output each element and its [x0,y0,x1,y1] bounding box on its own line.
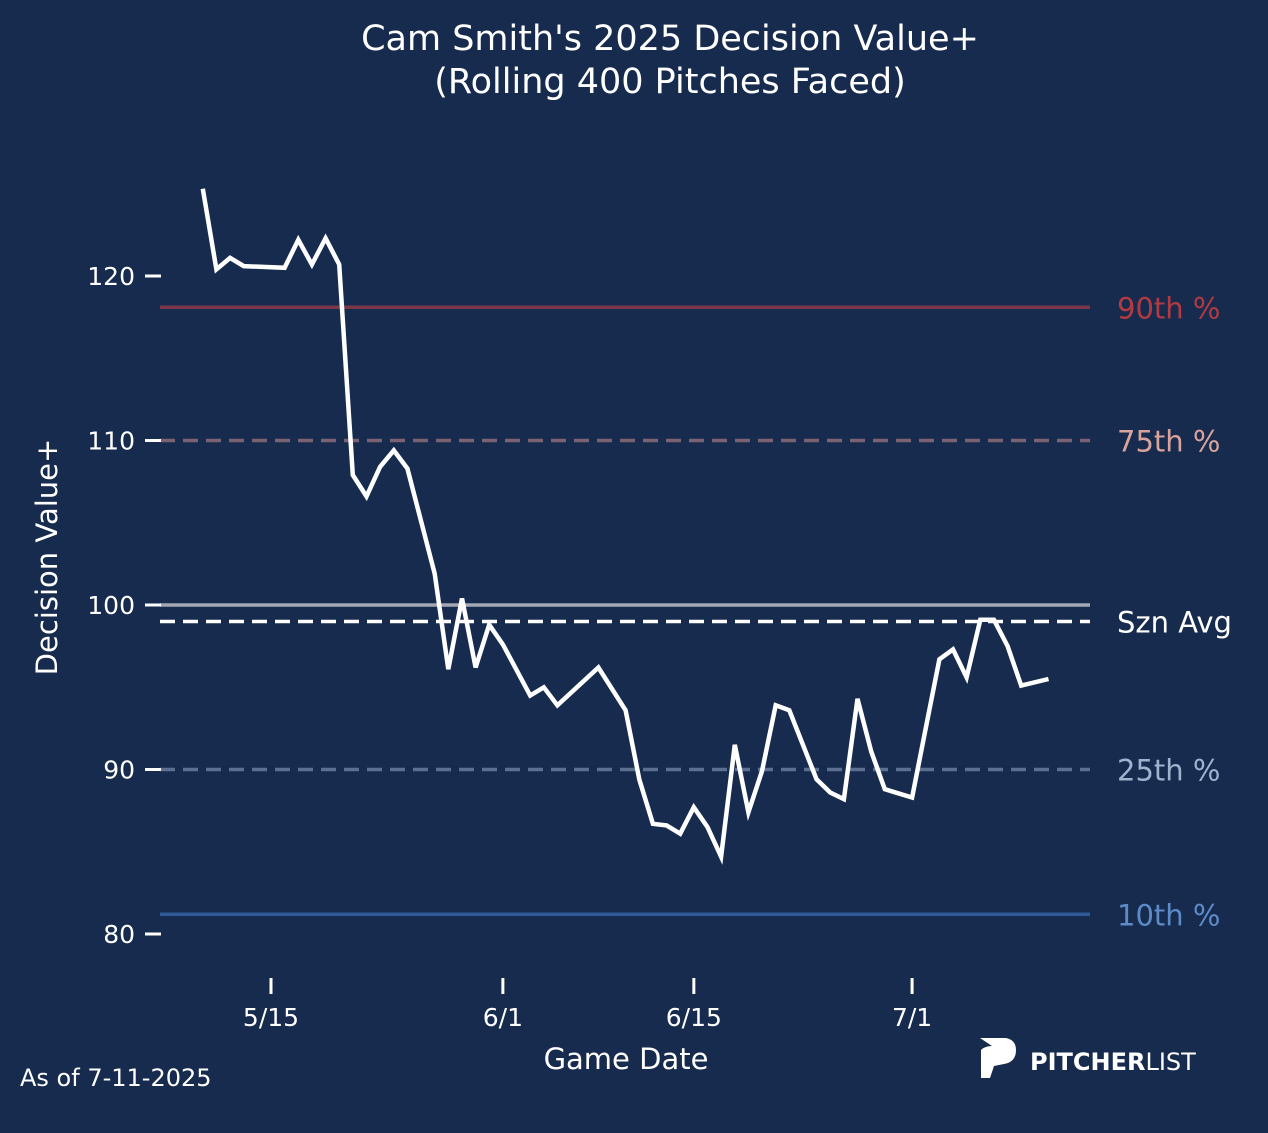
reference-line-label: 10th % [1117,898,1220,932]
logo-text-bold: PITCHER [1030,1048,1145,1076]
reference-line-label: Szn Avg [1117,605,1232,639]
svg-text:PITCHERLIST: PITCHERLIST [1030,1048,1196,1076]
chart-subtitle: (Rolling 400 Pitches Faced) [434,62,906,102]
pitcherlist-logo: PITCHERLIST [980,1038,1196,1078]
reference-line-label: 75th % [1117,425,1220,459]
y-tick-label: 100 [87,591,135,620]
series-group [203,189,1049,857]
y-tick-label: 110 [87,427,135,456]
logo-p-icon [980,1038,1016,1078]
x-axis: 5/15 6/1 6/15 7/1 [243,978,932,1032]
y-tick-label: 120 [87,262,135,291]
y-axis: 80 90 100 110 120 [87,262,161,949]
y-axis-label: Decision Value+ [30,439,64,676]
y-tick-label: 90 [103,756,135,785]
as-of-note: As of 7-11-2025 [20,1064,212,1092]
x-tick-label: 6/1 [483,1003,523,1032]
logo-text-light: LIST [1145,1048,1196,1076]
reference-lines: 90th % 75th % Szn Avg 25th % 10th % [160,291,1232,932]
reference-line-label: 25th % [1117,754,1220,788]
x-tick-label: 5/15 [243,1003,299,1032]
y-tick-label: 80 [103,920,135,949]
chart-title: Cam Smith's 2025 Decision Value+ [361,19,979,59]
reference-line-label: 90th % [1117,291,1220,325]
x-tick-label: 6/15 [666,1003,722,1032]
x-axis-label: Game Date [544,1042,709,1076]
series-line [203,189,1049,857]
x-tick-label: 7/1 [892,1003,932,1032]
